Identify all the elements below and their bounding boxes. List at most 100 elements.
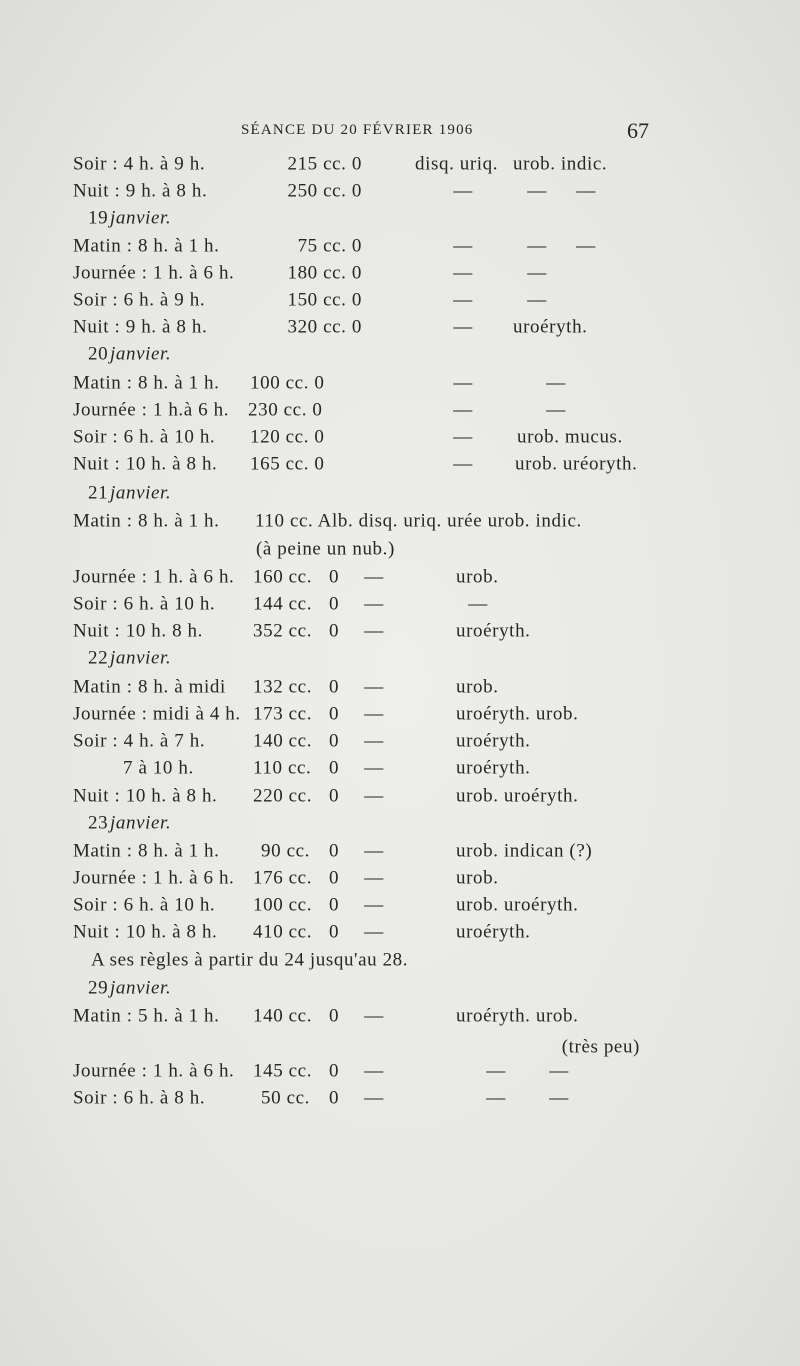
volume: 173 cc. — [253, 703, 313, 725]
ditto-dash: — — [364, 703, 384, 725]
ditto-dash: — — [468, 593, 488, 615]
row-label: Journée : 1 h. à 6 h. — [73, 867, 235, 889]
volume: 220 cc. — [253, 785, 313, 807]
ditto-dash: — — [527, 262, 547, 284]
ditto-dash: — — [364, 593, 384, 615]
value: 0 — [328, 730, 340, 752]
column-4: uroéryth. urob. — [456, 703, 579, 725]
ditto-dash: — — [364, 730, 384, 752]
value: 0 — [328, 894, 340, 916]
value: 0 — [328, 785, 340, 807]
value: 0 — [328, 840, 340, 862]
date-day: 21 — [88, 482, 109, 504]
ditto-dash: — — [549, 1060, 569, 1082]
volume: 140 cc. — [253, 730, 313, 752]
date-month: janvier. — [110, 207, 172, 229]
date-day: 29 — [88, 977, 109, 999]
ditto-dash: — — [453, 235, 473, 257]
value: 0 — [328, 1087, 340, 1109]
volume: 320 cc. 0 — [287, 316, 362, 338]
value: 0 — [328, 1005, 340, 1027]
column-3: uroéryth. — [513, 316, 588, 338]
ditto-dash: — — [364, 894, 384, 916]
value: disq. uriq. — [415, 153, 499, 175]
ditto-dash: — — [364, 676, 384, 698]
row-label: Nuit : 10 h. 8 h. — [73, 620, 204, 642]
value: 0 — [328, 703, 340, 725]
volume: 132 cc. — [253, 676, 313, 698]
value: 0 — [328, 1060, 340, 1082]
column-4: urob. — [456, 867, 499, 889]
column-4: urob. — [456, 566, 499, 588]
volume: 352 cc. — [253, 620, 313, 642]
volume: 176 cc. — [253, 867, 313, 889]
volume: 145 cc. — [253, 1060, 313, 1082]
row-label: Nuit : 10 h. à 8 h. — [73, 453, 218, 475]
row-label: Matin : 8 h. à midi — [73, 676, 226, 698]
row-label: Nuit : 10 h. à 8 h. — [73, 785, 218, 807]
volume: 215 cc. 0 — [287, 153, 362, 175]
ditto-dash: — — [364, 620, 384, 642]
volume: 160 cc. — [253, 566, 313, 588]
ditto-dash: — — [364, 785, 384, 807]
column-3: urob. indic. — [513, 153, 608, 175]
volume: 180 cc. 0 — [287, 262, 362, 284]
ditto-dash: — — [364, 1060, 384, 1082]
ditto-dash: — — [453, 316, 473, 338]
row-label: (à peine un nub.) — [256, 538, 395, 560]
row-label: Nuit : 10 h. à 8 h. — [73, 921, 218, 943]
row-label: Soir : 6 h. à 8 h. — [73, 1087, 206, 1109]
volume: 144 cc. — [253, 593, 313, 615]
ditto-dash: — — [364, 840, 384, 862]
row-label: Matin : 8 h. à 1 h. — [73, 840, 220, 862]
row-label: Matin : 8 h. à 1 h. — [73, 510, 220, 532]
ditto-dash: — — [486, 1060, 506, 1082]
date-month: janvier. — [110, 482, 172, 504]
value: 0 — [328, 921, 340, 943]
row-label: Soir : 6 h. à 10 h. — [73, 593, 216, 615]
volume: 230 cc. 0 — [248, 399, 323, 421]
ditto-dash: — — [453, 289, 473, 311]
row-label: A ses règles à partir du 24 jusqu'au 28. — [91, 949, 409, 971]
ditto-dash: — — [453, 372, 473, 394]
row-label: Nuit : 9 h. à 8 h. — [73, 180, 208, 202]
ditto-dash: — — [576, 235, 596, 257]
value: 0 — [328, 566, 340, 588]
volume: 165 cc. 0 — [250, 453, 325, 475]
ditto-dash: — — [453, 426, 473, 448]
column-4: uroéryth. — [456, 620, 531, 642]
ditto-dash: — — [527, 289, 547, 311]
ditto-dash: — — [527, 180, 547, 202]
column-4: urob. — [456, 676, 499, 698]
row-label: Journée : midi à 4 h. — [73, 703, 241, 725]
column-4: uroéryth. — [456, 757, 531, 779]
ditto-dash: — — [453, 180, 473, 202]
volume: 100 cc. — [253, 894, 313, 916]
date-month: janvier. — [110, 343, 172, 365]
column-4: urob. indican (?) — [456, 840, 593, 862]
value: 0 — [328, 593, 340, 615]
volume: 100 cc. 0 — [250, 372, 325, 394]
value: 0 — [328, 757, 340, 779]
volume: 410 cc. — [253, 921, 313, 943]
ditto-dash: — — [364, 1087, 384, 1109]
volume: 110 cc. Alb. disq. uriq. urée urob. indi… — [255, 510, 582, 532]
date-month: janvier. — [110, 977, 172, 999]
row-label: Matin : 8 h. à 1 h. — [73, 372, 220, 394]
ditto-dash: — — [453, 262, 473, 284]
column-4: uroéryth. — [456, 921, 531, 943]
ditto-dash: — — [546, 399, 566, 421]
ditto-dash: — — [549, 1087, 569, 1109]
value: 0 — [328, 676, 340, 698]
volume: 75 cc. 0 — [297, 235, 362, 257]
row-label: (très peu) — [561, 1036, 640, 1058]
column-4: urob. uroéryth. — [456, 894, 579, 916]
volume: 250 cc. 0 — [287, 180, 362, 202]
ditto-dash: — — [364, 921, 384, 943]
date-day: 20 — [88, 343, 109, 365]
row-label: Matin : 8 h. à 1 h. — [73, 235, 220, 257]
page-number: 67 — [627, 118, 649, 143]
date-day: 23 — [88, 812, 109, 834]
ditto-dash: — — [364, 566, 384, 588]
